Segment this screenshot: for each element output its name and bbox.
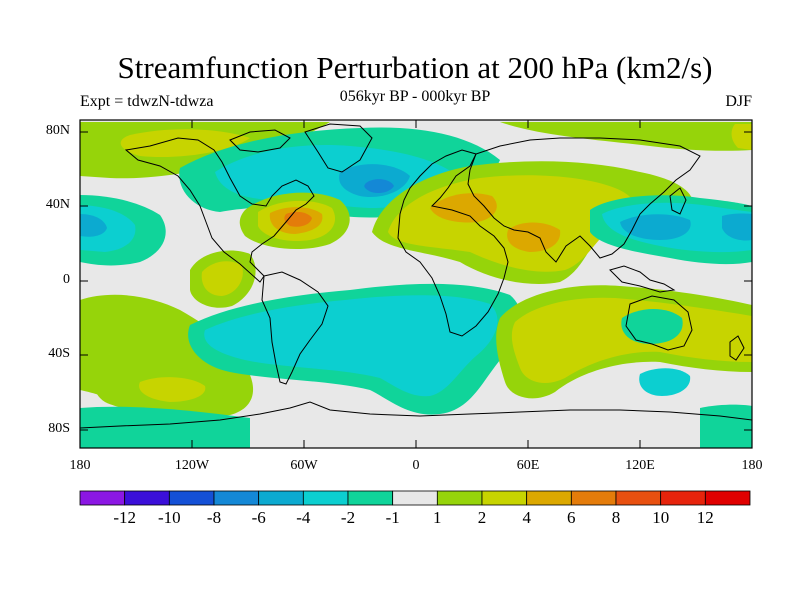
colorbar-label: 4 — [522, 508, 531, 527]
colorbar-label: -8 — [206, 508, 222, 527]
coastline-maritime-continent — [609, 265, 676, 293]
contour-region-australia-negative — [621, 309, 683, 344]
coastline-europe-africa — [397, 149, 509, 337]
contour-region-arctic-east-core — [731, 124, 752, 150]
contour-region-south-indian-negative — [639, 368, 691, 396]
colorbar-label: -1 — [385, 508, 400, 527]
colorbar-label: -12 — [113, 508, 137, 527]
contour-region-antarctic-east-negative — [700, 404, 752, 448]
coastline-arctic-islands — [229, 129, 291, 153]
contour-region-eurasia-positive-3 — [430, 193, 497, 223]
experiment-label: Expt = tdwzN-tdwza — [80, 93, 214, 110]
colorbar-box-1 — [124, 490, 170, 506]
colorbar-box-12 — [615, 490, 662, 506]
colorbar-box-9 — [481, 490, 528, 506]
lon-label-120w: 120W — [174, 458, 210, 473]
coastlines — [80, 123, 752, 429]
lat-label-40s: 40S — [48, 346, 70, 361]
colorbar-box-3 — [213, 490, 260, 506]
contour-region-antarctic-negative — [80, 406, 250, 448]
colorbar-box-10 — [526, 490, 572, 506]
colorbar-box-8 — [436, 490, 483, 506]
colorbar-box-0 — [79, 490, 126, 506]
contour-region-tropical-east-pacific-positive-core — [201, 261, 243, 296]
contour-region-south-atlantic-negative-2 — [204, 295, 498, 397]
lon-label-120e: 120E — [625, 458, 655, 473]
colorbar-box-7 — [392, 490, 438, 506]
lat-label-80n: 80N — [45, 123, 70, 138]
colorbar-box-2 — [168, 490, 215, 506]
colorbar-label: 10 — [652, 508, 670, 527]
contour-region-south-central-pacific-positive-core — [139, 377, 206, 402]
axis-ticks — [80, 120, 752, 448]
coastline-australia — [625, 295, 693, 351]
colorbar-box-11 — [570, 490, 617, 506]
season-label: DJF — [725, 93, 752, 110]
coastline-north-america — [124, 137, 315, 283]
colorbar-label: -4 — [296, 508, 311, 527]
colorbar-label: 2 — [477, 508, 487, 527]
lon-label-180w: 180 — [69, 458, 91, 473]
coastline-japan — [669, 187, 687, 215]
colorbar-box-6 — [347, 490, 394, 506]
lon-label-60e: 60E — [516, 458, 540, 473]
colorbar-label: -2 — [340, 508, 356, 527]
colorbar-box-14 — [704, 490, 751, 506]
coastline-south-america — [261, 271, 329, 385]
figure-title: Streamfunction Perturbation at 200 hPa (… — [117, 50, 713, 85]
colorbar-box-13 — [660, 490, 706, 506]
coastline-antarctica — [80, 401, 752, 429]
lon-label-180e: 180 — [741, 458, 763, 473]
contour-region-north-atlantic-negative-core — [364, 179, 394, 194]
contour-region-north-pacific-core — [120, 129, 250, 158]
contour-region-asia-positive-core — [507, 222, 561, 252]
contour-region-southern-ocean-positive-2 — [511, 297, 752, 383]
colorbar-label: 12 — [696, 508, 714, 527]
coastline-new-zealand — [729, 335, 745, 361]
colorbar-label: 8 — [611, 508, 621, 527]
colorbar-label: -10 — [157, 508, 181, 527]
colorbar-label: 1 — [433, 508, 442, 527]
lon-label-60w: 60W — [290, 458, 318, 473]
colorbar-box-4 — [258, 490, 304, 506]
colorbar-box-5 — [302, 490, 349, 506]
lat-label-80s: 80S — [48, 421, 70, 436]
colorbar — [79, 490, 751, 506]
lat-label-40n: 40N — [45, 197, 70, 212]
lat-label-equator: 0 — [63, 272, 70, 287]
coastline-asia — [467, 137, 701, 263]
contour-region-east-pacific-negative-core — [80, 214, 107, 237]
contour-region-arctic-east — [500, 122, 752, 151]
lon-label-0: 0 — [412, 458, 420, 473]
contour-field — [80, 120, 752, 448]
coastline-greenland — [304, 123, 373, 173]
colorbar-label: -6 — [251, 508, 266, 527]
period-label: 056kyr BP - 000kyr BP — [339, 88, 491, 105]
contour-region-central-pacific-negative-core — [722, 213, 752, 241]
colorbar-label: 6 — [567, 508, 576, 527]
contour-region-west-pacific-negative-core — [620, 214, 691, 240]
